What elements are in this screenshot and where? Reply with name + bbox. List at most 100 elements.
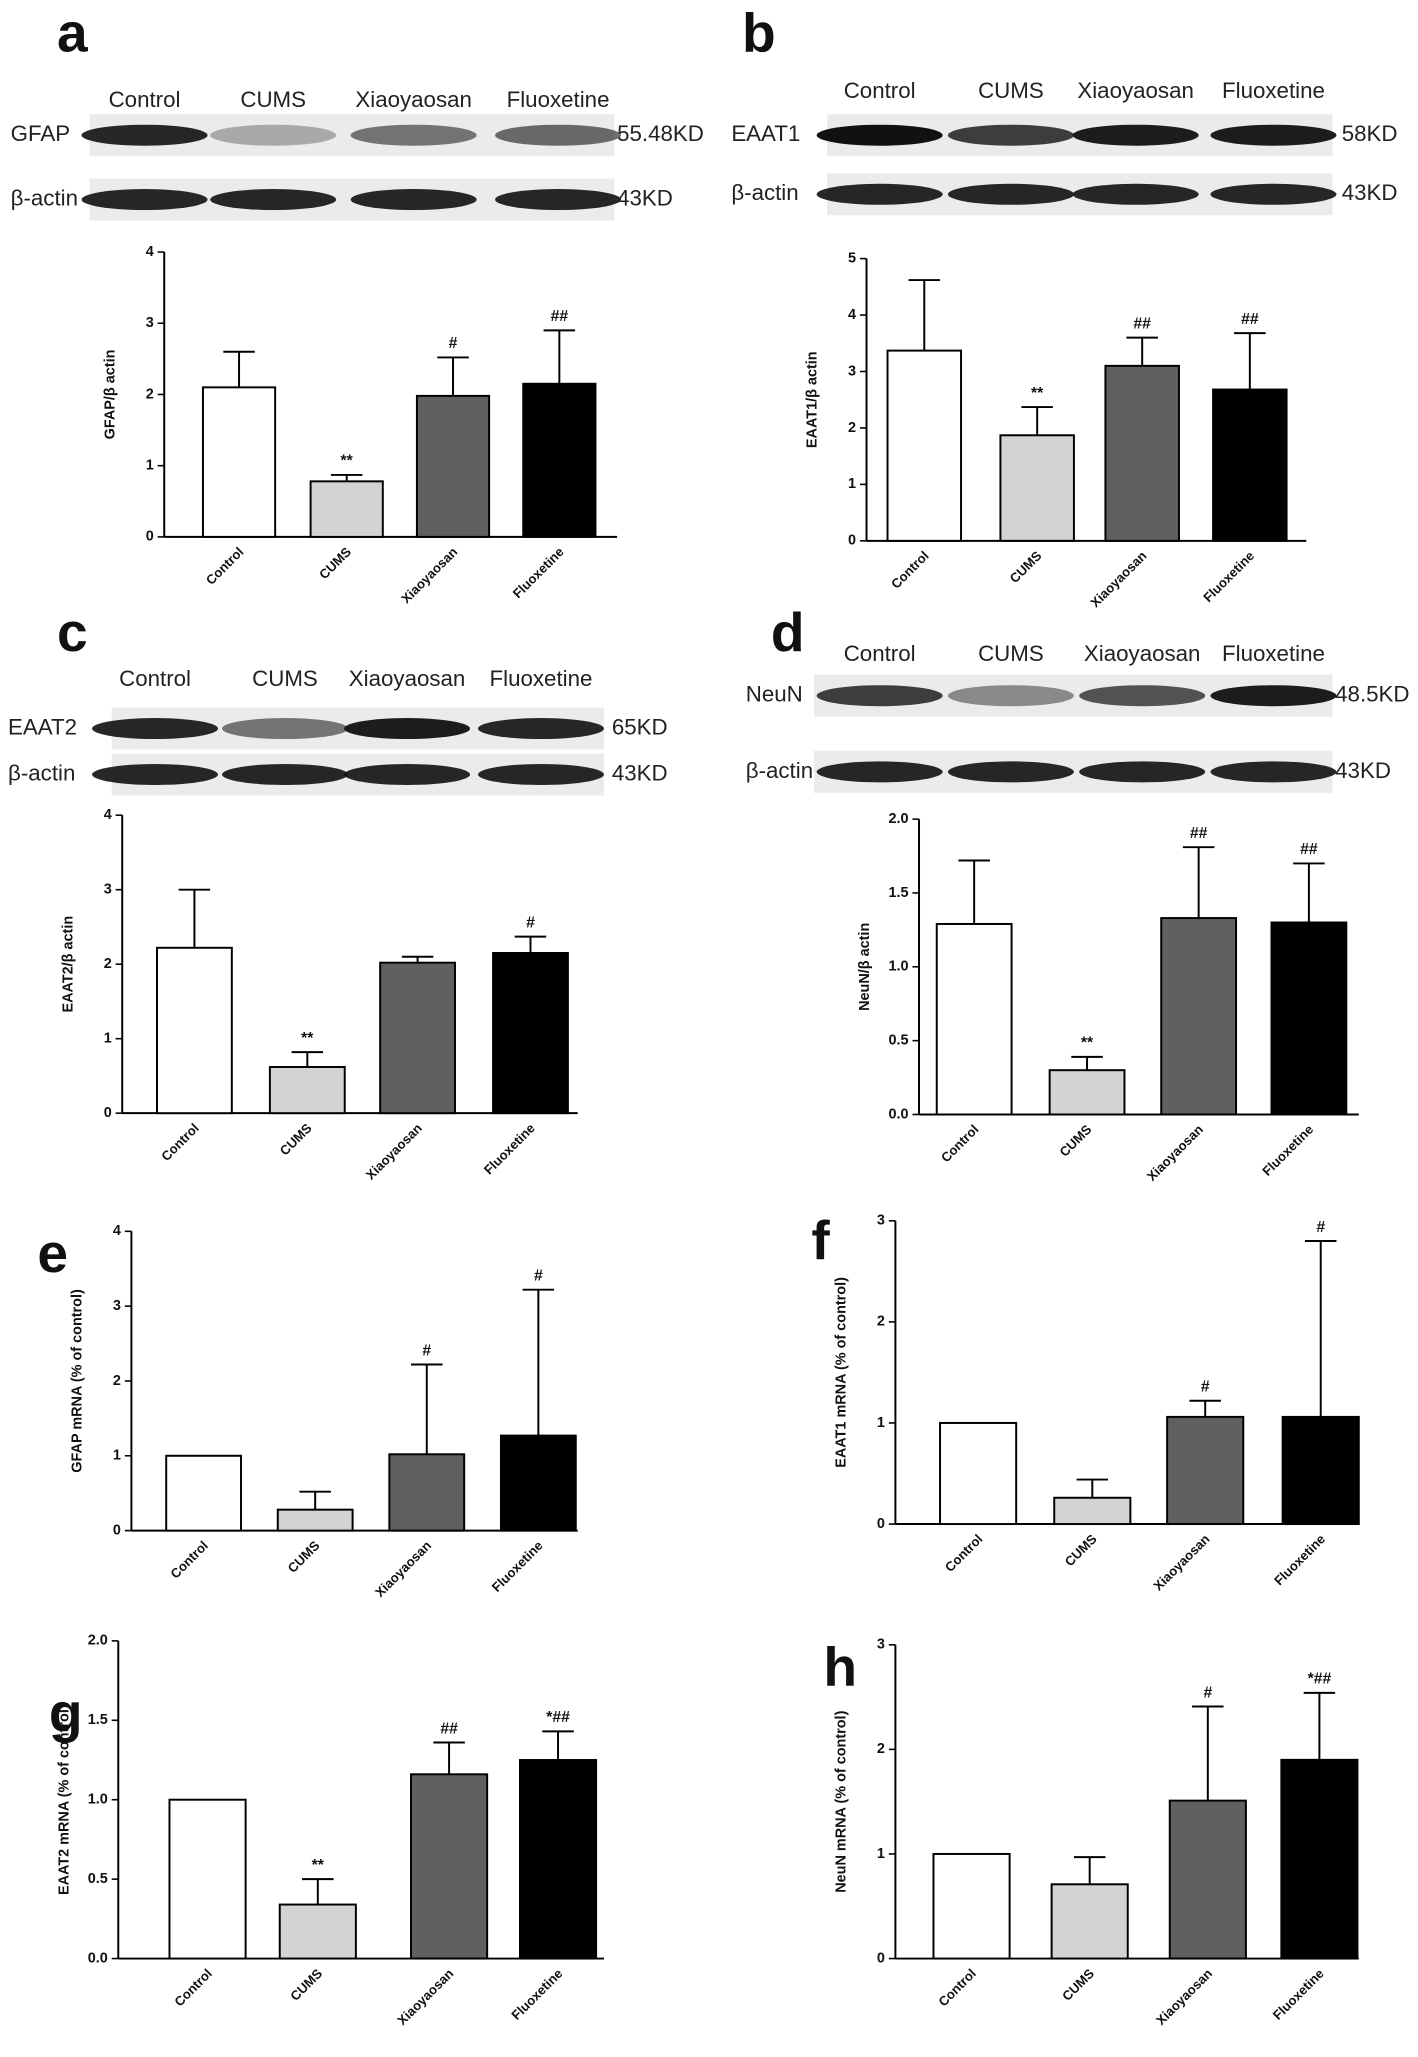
bar [276,1508,354,1532]
y-tick-label: 1.0 [88,1792,108,1808]
error-bar [1073,1856,1106,1885]
protein-name: β-actin [11,185,78,210]
blot-band [816,685,943,707]
error-bar [542,1730,574,1761]
error-bar [1182,846,1215,919]
bar [309,480,384,538]
blot-band [947,183,1074,205]
blot-band [350,189,477,211]
blot-band [344,718,471,740]
y-tick-label: 0 [848,533,856,549]
x-tick-label: Control [935,1966,979,2010]
blot-band [495,124,622,146]
panel: b Control CUMS Xiaoyaosan Fluoxetine EAAT1 58K… [731,1,1397,610]
bar [1212,388,1288,542]
y-axis-title: EAAT1/β actin [805,351,821,448]
x-tick-label: Xiaoyaosan [398,544,460,606]
band-size: 43KD [617,185,673,210]
x-tick-label: CUMS [1062,1531,1100,1569]
panel-label: f [811,1209,830,1271]
blot-band [947,761,1074,783]
lane-label: Control [109,87,181,112]
significance: # [526,914,535,931]
band-size: 43KD [1335,758,1391,783]
panel-label: b [742,1,776,63]
bar [278,1903,357,1960]
x-tick-label: Xiaoyaosan [1153,1966,1215,2028]
band-size: 43KD [612,760,668,785]
blot-band [1079,685,1206,707]
protein-name: EAAT1 [731,121,800,146]
bar [1168,1799,1247,1960]
panel: a Control CUMS Xiaoyaosan Fluoxetine GFAP 55.4… [11,1,704,606]
x-tick-label: Control [888,548,932,592]
blot-band [477,763,604,785]
error-bar [437,356,469,396]
lane-label: Fluoxetine [1222,78,1325,103]
y-tick-label: 1 [877,1415,885,1431]
significance: # [1316,1219,1325,1236]
significance: ** [341,453,354,470]
blot-band [1210,761,1337,783]
blot-band [816,183,943,205]
panel-label: e [37,1222,68,1284]
y-tick-label: 3 [848,363,856,379]
error-bar [411,1363,443,1455]
x-tick-label: Xiaoyaosan [363,1120,425,1182]
band-size: 43KD [1342,180,1398,205]
protein-name: β-actin [8,760,75,785]
bar [168,1798,247,1960]
y-tick-label: 0 [877,1950,885,1966]
blot-band [816,761,943,783]
y-tick-label: 0 [104,1105,112,1121]
protein-name: β-actin [731,180,798,205]
blot-band [1072,183,1199,205]
protein-name: NeuN [746,682,803,707]
lane-label: CUMS [240,87,306,112]
y-tick-label: 0 [113,1522,121,1538]
x-tick-label: Control [938,1122,982,1166]
x-tick-label: CUMS [287,1966,325,2004]
error-bar [1126,336,1158,366]
x-tick-label: CUMS [1059,1966,1097,2004]
significance: ** [312,1857,325,1874]
y-tick-label: 3 [877,1213,885,1229]
bar [492,952,569,1115]
bar [518,1759,598,1960]
blot-band [92,763,219,785]
y-tick-label: 2 [104,956,112,972]
panel-label: h [823,1636,857,1698]
y-tick-label: 4 [146,244,154,260]
panel: e 0 1 2 3 4 GFAP mRNA (% of control) Control CUM… [37,1222,578,1600]
bar [935,922,1013,1116]
error-bar [514,935,547,954]
error-bar [958,859,990,924]
x-tick-label: Control [167,1538,211,1582]
x-tick-label: Control [158,1120,202,1164]
y-tick-label: 1 [104,1030,112,1046]
y-tick-label: 0.0 [888,1106,908,1122]
error-bar [1076,1478,1109,1498]
x-tick-label: Xiaoyaosan [1150,1531,1212,1593]
y-axis-title: NeuN mRNA (% of control) [834,1710,850,1892]
significance: # [1203,1684,1212,1701]
blot-band [947,124,1074,146]
y-tick-label: 3 [113,1298,121,1314]
x-tick-label: Fluoxetine [1259,1122,1316,1179]
x-tick-label: Fluoxetine [1200,548,1257,605]
y-tick-label: 2 [877,1314,885,1330]
y-tick-label: 1 [877,1846,885,1862]
x-tick-label: Fluoxetine [1271,1531,1328,1588]
bar [522,382,597,538]
blot-band [81,124,208,146]
y-tick-label: 2 [848,420,856,436]
error-bar [522,1288,555,1436]
significance: ## [440,1720,458,1737]
y-axis-title: EAAT2/β actin [60,916,76,1013]
bar [932,1852,1011,1960]
bar [410,1773,489,1960]
error-bar [291,1051,324,1067]
lane-label: Xiaoyaosan [349,666,466,691]
panel-label: g [49,1682,83,1744]
